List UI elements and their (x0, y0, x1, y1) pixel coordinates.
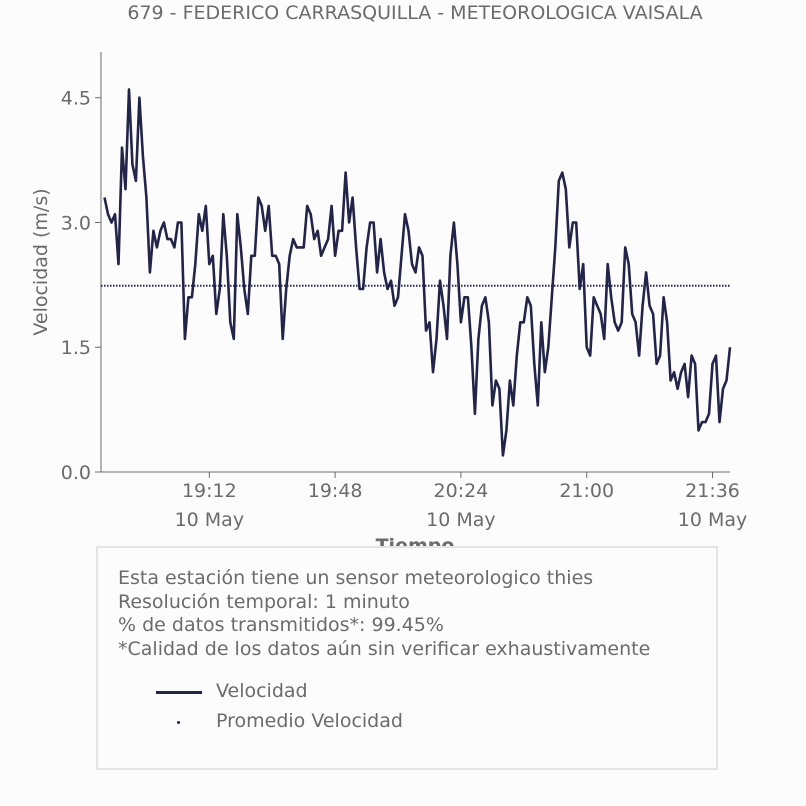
legend-promedio-dot (177, 721, 180, 724)
legend-promedio-label: Promedio Velocidad (216, 710, 403, 732)
info-legend-box: Esta estación tiene un sensor meteorolog… (96, 546, 718, 770)
legend-velocidad-line (156, 691, 202, 694)
line-chart: 0.0 1.5 3.0 4.5 19:12 10 May 19:48 20:24 10 May 2… (30, 52, 747, 557)
x-tick-label: 21:36 (685, 480, 740, 502)
x-tick-date-label: 10 May (426, 509, 496, 531)
x-tick-label: 20:24 (434, 480, 489, 502)
x-tick-label: 19:48 (308, 480, 363, 502)
chart-ticks: 0.0 1.5 3.0 4.5 19:12 10 May 19:48 20:24 10 May 2… (61, 88, 747, 531)
y-axis-label: Velocidad (m/s) (30, 188, 52, 335)
info-line-resolution: Resolución temporal: 1 minuto (118, 591, 410, 613)
info-line-quality: *Calidad de los datos aún sin verificar … (118, 638, 651, 660)
x-tick-label: 19:12 (182, 480, 237, 502)
chart-title: 679 - FEDERICO CARRASQUILLA - METEOROLOG… (127, 2, 703, 24)
y-tick-label: 3.0 (61, 212, 91, 234)
legend-velocidad-label: Velocidad (216, 680, 308, 702)
info-line-transmitted: % de datos transmitidos*: 99.45% (118, 614, 444, 636)
info-line-sensor: Esta estación tiene un sensor meteorolog… (118, 567, 594, 589)
y-tick-label: 4.5 (61, 88, 91, 110)
chart-axes (100, 52, 730, 473)
y-tick-label: 1.5 (61, 337, 91, 359)
series-velocidad-line (103, 88, 732, 457)
chart-series (101, 88, 732, 457)
x-tick-label: 21:00 (559, 480, 614, 502)
y-tick-label: 0.0 (61, 462, 91, 484)
x-tick-date-label: 10 May (175, 509, 245, 531)
x-tick-date-label: 10 May (678, 509, 748, 531)
